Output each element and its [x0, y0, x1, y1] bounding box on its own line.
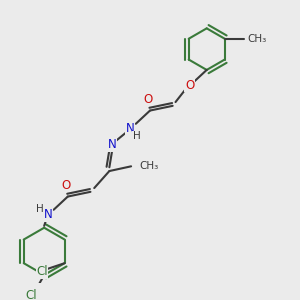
Text: N: N	[44, 208, 52, 221]
Text: O: O	[143, 93, 153, 106]
Text: Cl: Cl	[36, 265, 48, 278]
Text: CH₃: CH₃	[248, 34, 267, 44]
Text: H: H	[36, 204, 43, 214]
Text: CH₃: CH₃	[140, 161, 159, 171]
Text: H: H	[133, 131, 141, 141]
Text: N: N	[126, 122, 134, 135]
Text: O: O	[185, 79, 194, 92]
Text: N: N	[108, 138, 117, 151]
Text: Cl: Cl	[25, 289, 37, 300]
Text: O: O	[61, 179, 70, 192]
